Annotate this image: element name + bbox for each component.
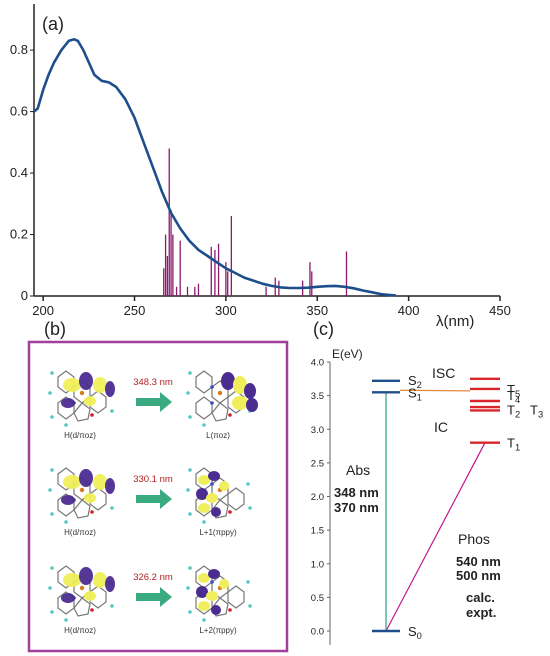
y-tick-label: 0.4 <box>10 165 28 180</box>
orbital-from-caption: H(d/πoz) <box>64 431 96 440</box>
abs-expt-value: 370 nm <box>334 500 379 515</box>
energy-ticks: 0.0 0.5 1.0 1.5 2.0 2.5 3.0 3.5 4.0 <box>311 358 330 638</box>
orbital-transitions: 348.3 nm H(d/πoz) L(πoz) 330.1 nm H(d/πoz) L+… <box>47 370 258 635</box>
panel-label-b: (b) <box>44 319 66 339</box>
x-tick-label: 450 <box>489 303 511 318</box>
ic-label: IC <box>434 419 448 435</box>
orbital-from-caption: H(d/πoz) <box>64 626 96 635</box>
state-label: S2 <box>408 373 422 390</box>
panel-label-c: (c) <box>313 319 334 339</box>
legend-expt: expt. <box>466 605 496 620</box>
isc-label: ISC <box>432 365 455 381</box>
transition-wavelength: 330.1 nm <box>133 474 173 485</box>
x-tick-label: 200 <box>32 303 54 318</box>
phosphorescence-line <box>385 442 486 632</box>
x-ticks: 200 250 300 350 400 450 <box>32 296 511 318</box>
transition-row: 348.3 nm H(d/πoz) L(πoz) <box>47 370 258 440</box>
energy-tick-label: 2.5 <box>311 458 324 469</box>
transition-wavelength: 348.3 nm <box>133 377 173 388</box>
x-tick-label: 400 <box>398 303 420 318</box>
energy-tick-label: 0.5 <box>311 593 324 604</box>
abs-calc-value: 348 nm <box>334 485 379 500</box>
phos-label: Phos <box>458 531 490 547</box>
transition-arrow <box>136 587 172 607</box>
energy-tick-label: 2.0 <box>311 492 324 503</box>
transition-row: 326.2 nm H(d/πoz) L+2(πppy) <box>47 565 253 635</box>
x-tick-label: 250 <box>124 303 146 318</box>
oscillator-sticks <box>163 148 348 296</box>
abs-label: Abs <box>346 462 370 478</box>
energy-tick-label: 0.0 <box>311 627 324 638</box>
state-label: T1 <box>507 436 520 453</box>
state-label: T5 <box>507 382 520 399</box>
energy-tick-label: 3.5 <box>311 391 324 402</box>
energy-tick-label: 4.0 <box>311 358 324 369</box>
y-ticks: 00.20.40.60.81 <box>10 42 34 303</box>
energy-tick-label: 1.0 <box>311 559 324 570</box>
phos-expt-value: 500 nm <box>456 568 501 583</box>
transition-lines <box>385 389 486 632</box>
y-tick-label: 0.8 <box>10 42 28 57</box>
state-label: S0 <box>408 624 422 641</box>
transition-arrow <box>136 489 172 509</box>
absorption-curve <box>33 38 396 297</box>
x-tick-label: 350 <box>306 303 328 318</box>
phos-calc-value: 540 nm <box>456 554 501 569</box>
isc-line <box>399 389 471 392</box>
orbital-to-caption: L(πoz) <box>206 431 230 440</box>
y-tick-label: 0 <box>21 288 28 303</box>
state-label: T3 <box>530 402 543 419</box>
x-tick-label: 300 <box>215 303 237 318</box>
y-tick-label: 0.2 <box>10 227 28 242</box>
energy-axis-label: E(eV) <box>332 347 363 361</box>
transition-arrow <box>136 392 172 412</box>
y-tick-label: 0.6 <box>10 104 28 119</box>
energy-tick-label: 1.5 <box>311 526 324 537</box>
orbital-from-caption: H(d/πoz) <box>64 528 96 537</box>
transition-row: 330.1 nm H(d/πoz) L+1(πppy) <box>47 467 253 537</box>
orbital-to-caption: L+2(πppy) <box>199 626 237 635</box>
energy-levels <box>372 377 500 633</box>
x-axis-label: λ(nm) <box>436 313 474 330</box>
legend-calc: calc. <box>466 590 495 605</box>
energy-tick-label: 3.0 <box>311 425 324 436</box>
transition-wavelength: 326.2 nm <box>133 572 173 583</box>
panel-label-a: (a) <box>42 14 64 34</box>
orbital-to-caption: L+1(πppy) <box>199 528 237 537</box>
